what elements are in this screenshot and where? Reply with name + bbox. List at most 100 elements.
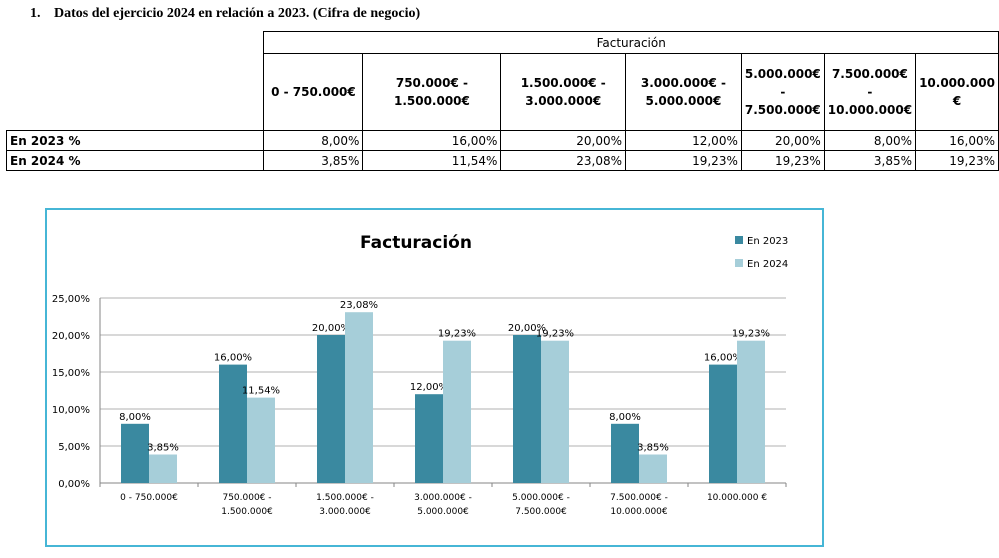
table-cell: 16,00% (362, 130, 502, 151)
data-label: 3,85% (637, 443, 669, 454)
chart-frame: Facturación 0,00% 5,00% 10,00% 15,00% 20,00% 2… (45, 208, 824, 547)
y-tick-label: 0,00% (58, 479, 90, 490)
table-cell: 19,23% (740, 150, 825, 171)
range-line: 5.000.000€ (645, 94, 722, 108)
range-line: 7.500.000€ (831, 67, 908, 81)
table-cell: 20,00% (740, 130, 825, 151)
table-cell: 3,85% (263, 150, 364, 171)
data-label: 16,00% (214, 353, 252, 364)
bar-chart: Facturación 0,00% 5,00% 10,00% 15,00% 20,00% 2… (52, 233, 788, 517)
x-tick-label: 7.500.000€ - (610, 493, 668, 503)
data-label: 20,00% (508, 323, 546, 334)
bar-en-2024 (247, 397, 275, 483)
table-corner (7, 32, 264, 54)
chart-title: Facturación (360, 233, 472, 253)
bar-en-2024 (149, 454, 177, 483)
row-label: En 2024 % (5, 150, 265, 171)
table-cell: 19,23% (625, 150, 742, 171)
row-label: En 2023 % (5, 130, 265, 151)
bar-en-2024 (639, 454, 667, 483)
range-line: 10.000.000€ (827, 103, 913, 117)
data-label: 16,00% (704, 353, 742, 364)
table-row: En 2023 % 8,00% 16,00% 20,00% 12,00% 20,… (5, 130, 999, 151)
bar-en-2023 (121, 423, 149, 483)
x-tick-label: 7.500.000€ (515, 507, 567, 517)
legend-swatch (735, 236, 743, 244)
range-line: 1.500.000€ - (520, 76, 606, 90)
legend-label: En 2023 (747, 236, 788, 247)
data-label: 23,08% (340, 300, 378, 311)
table-row: En 2024 % 3,85% 11,54% 23,08% 19,23% 19,… (5, 150, 999, 171)
data-label: 19,23% (438, 329, 476, 340)
bar-en-2023 (219, 364, 247, 483)
bar-en-2024 (345, 312, 373, 483)
data-label: 19,23% (732, 329, 770, 340)
x-tick-label: 1.500.000€ - (316, 493, 374, 503)
range-line: 3.000.000€ - (640, 76, 726, 90)
bar-en-2023 (709, 364, 737, 483)
range-header: 1.500.000€ - 3.000.000€ (500, 53, 627, 131)
range-line: 0 - 750.000€ (271, 85, 356, 99)
x-tick-label: 0 - 750.000€ (120, 493, 178, 503)
x-tick-label: 1.500.000€ (221, 507, 273, 517)
table-cell: 16,00% (915, 130, 999, 151)
y-tick-label: 25,00% (52, 294, 90, 305)
data-label: 20,00% (312, 323, 350, 334)
y-tick-label: 20,00% (52, 331, 90, 342)
range-line: € (952, 94, 962, 108)
range-line: 750.000€ - (395, 76, 469, 90)
range-header: 750.000€ - 1.500.000€ (362, 53, 502, 131)
range-line: 7.500.000€ (744, 103, 821, 117)
bar-en-2023 (317, 335, 345, 483)
bar-en-2024 (737, 340, 765, 483)
data-label: 8,00% (119, 412, 151, 423)
range-line: 10.000.000 (919, 76, 995, 90)
table-cell: 8,00% (823, 130, 917, 151)
range-line: 1.500.000€ (393, 94, 470, 108)
x-tick-label: 10.000.000 € (707, 493, 767, 503)
section-number: 1. (30, 6, 41, 21)
bar-en-2024 (443, 340, 471, 483)
data-label: 12,00% (410, 382, 448, 393)
group-header: Facturación (263, 31, 999, 54)
range-header: 5.000.000€ - 7.500.000€ (740, 53, 825, 131)
table-cell: 20,00% (500, 130, 627, 151)
data-label: 11,54% (242, 386, 280, 397)
y-tick-label: 10,00% (52, 405, 90, 416)
table-cell: 11,54% (362, 150, 502, 171)
bar-en-2023 (513, 335, 541, 483)
range-line: - (780, 85, 786, 99)
bar-en-2023 (611, 423, 639, 483)
data-label: 19,23% (536, 329, 574, 340)
x-tick-label: 3.000.000€ (319, 507, 371, 517)
range-header: 3.000.000€ - 5.000.000€ (625, 53, 742, 131)
x-tick-label: 3.000.000€ - (414, 493, 472, 503)
data-label: 8,00% (609, 412, 641, 423)
range-line: 3.000.000€ (525, 94, 602, 108)
range-header: 10.000.000 € (915, 53, 999, 131)
table-cell: 8,00% (263, 130, 364, 151)
table-cell: 12,00% (625, 130, 742, 151)
section-title: Datos del ejercicio 2024 en relación a 2… (54, 6, 421, 21)
table-cell: 19,23% (915, 150, 999, 171)
bar-en-2024 (541, 340, 569, 483)
x-tick-label: 5.000.000€ (417, 507, 469, 517)
table-corner-lower (6, 53, 265, 131)
range-header: 7.500.000€ - 10.000.000€ (823, 53, 917, 131)
legend-label: En 2024 (747, 259, 788, 270)
x-tick-label: 750.000€ - (222, 493, 271, 503)
bar-en-2023 (415, 394, 443, 483)
legend-swatch (735, 259, 743, 267)
section-heading: 1. Datos del ejercicio 2024 en relación a… (30, 6, 420, 22)
data-label: 3,85% (147, 443, 179, 454)
y-tick-label: 15,00% (52, 368, 90, 379)
range-line: - (867, 85, 873, 99)
range-header: 0 - 750.000€ (263, 53, 364, 131)
range-line: 5.000.000€ (744, 67, 821, 81)
billing-table: Facturación 0 - 750.000€ 750.000€ - 1.500… (5, 31, 999, 171)
x-tick-label: 5.000.000€ - (512, 493, 570, 503)
table-cell: 23,08% (500, 150, 627, 171)
table-cell: 3,85% (823, 150, 917, 171)
x-tick-label: 10.000.000€ (610, 507, 668, 517)
y-tick-label: 5,00% (58, 442, 90, 453)
